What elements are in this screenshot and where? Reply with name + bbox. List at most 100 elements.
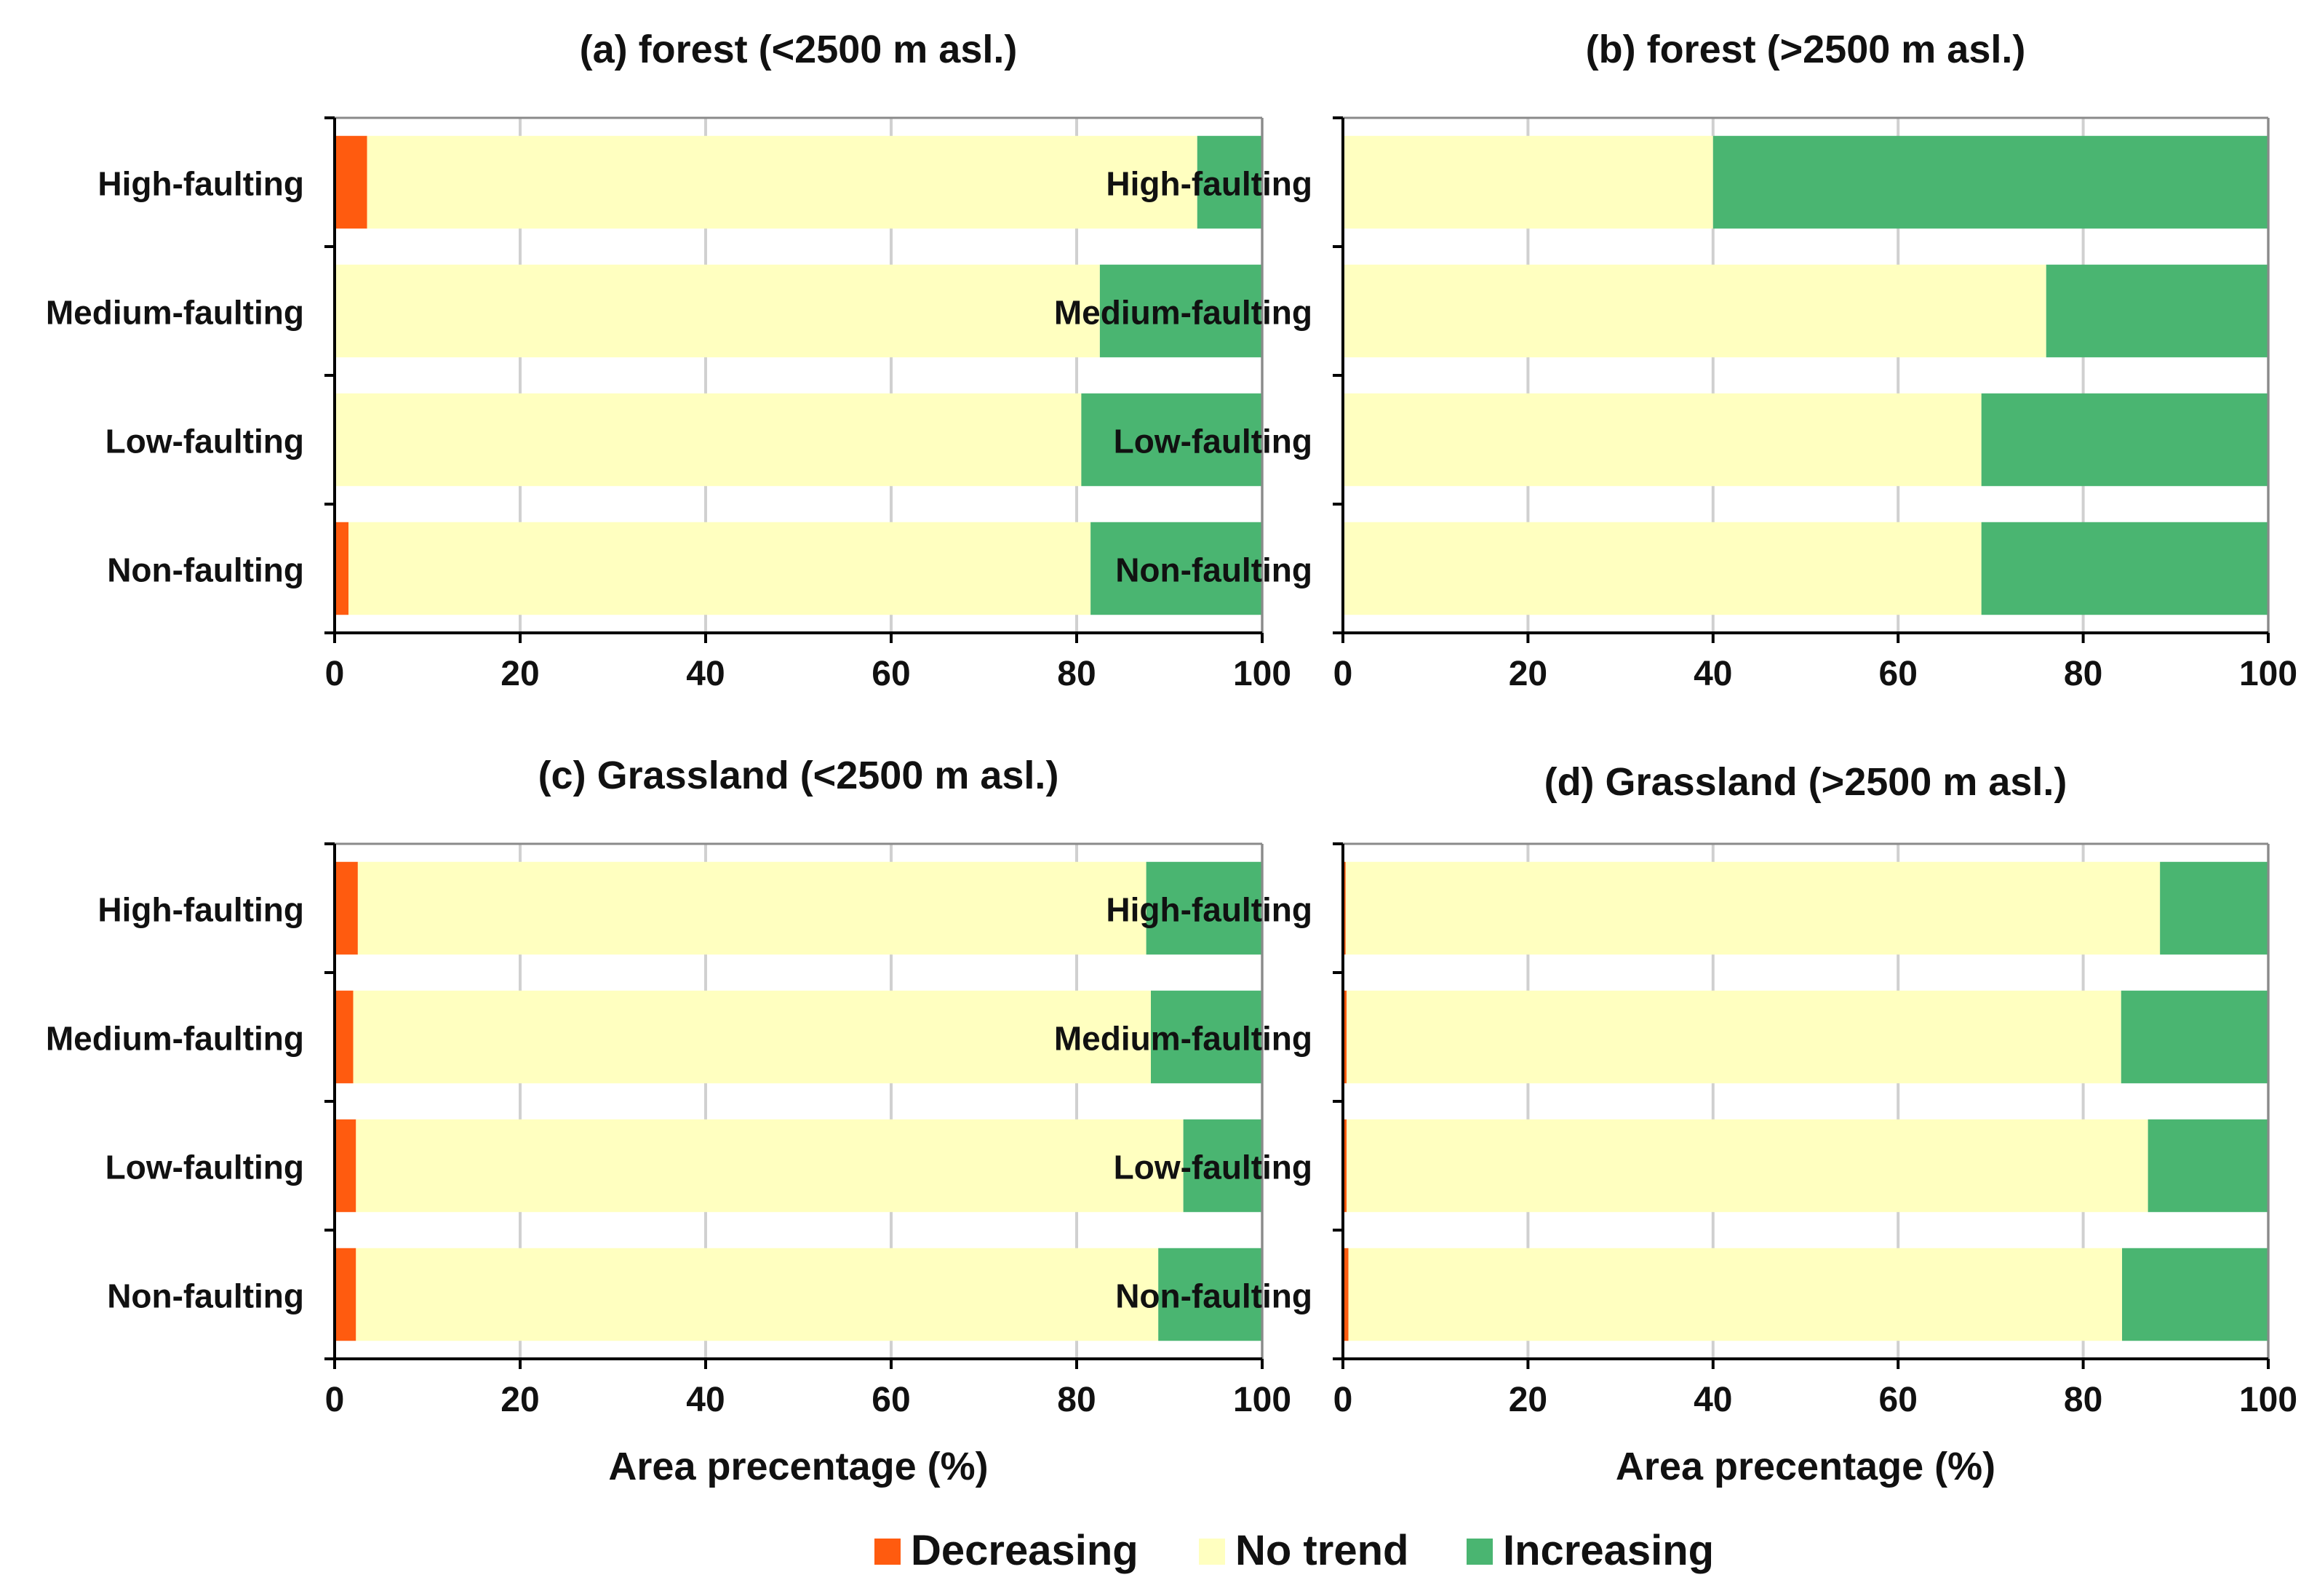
panel-c-bar-non-faulting-increasing (1158, 1248, 1262, 1341)
panel-c-x-tick-label-100: 100 (1233, 1381, 1291, 1419)
panel-b-category-label-medium-faulting: Medium-faulting (1054, 294, 1312, 332)
panel-c-bar-high-faulting-no-trend (357, 861, 1146, 955)
panel-b-bar-non-faulting-no-trend (1343, 522, 1982, 615)
panel-d-category-label-low-faulting: Low-faulting (1114, 1149, 1312, 1186)
panel-d-bar-high-faulting-no-trend (1345, 861, 2161, 955)
panel-c-bar-medium-faulting-increasing (1151, 990, 1262, 1084)
panel-d-bar-low-faulting-increasing (2147, 1119, 2268, 1213)
panels: High-faulting Medium-faulting Low-faulting… (46, 28, 2297, 1488)
panel-c-x-tick-label-60: 60 (872, 1381, 910, 1419)
panel-c-bar-low-faulting-increasing (1183, 1119, 1262, 1213)
legend-swatch-decreasing (874, 1539, 901, 1565)
panel-b-category-label-high-faulting: High-faulting (1106, 165, 1312, 203)
panel-d-bar-medium-faulting-no-trend (1347, 990, 2121, 1084)
panel-d-bar-medium-faulting-increasing (2121, 990, 2268, 1084)
panel-b-category-label-low-faulting: Low-faulting (1114, 423, 1312, 460)
panel-a-x-tick-label-60: 60 (872, 655, 910, 693)
panel-d-category-label-high-faulting: High-faulting (1106, 891, 1312, 929)
panel-a-bar-low-faulting-no-trend (335, 393, 1082, 487)
panel-d-x-tick-label-60: 60 (1879, 1381, 1918, 1419)
panel-b-x-tick-label-0: 0 (1333, 655, 1353, 693)
panel-a-x-tick-label-20: 20 (501, 655, 539, 693)
panel-b-x-tick-label-60: 60 (1879, 655, 1918, 693)
legend-label-decreasing: Decreasing (911, 1527, 1138, 1574)
panel-c-bar-high-faulting-increasing (1146, 861, 1262, 955)
panel-d-title: (d) Grassland (>2500 m asl.) (1544, 760, 2067, 804)
panel-a-bar-high-faulting-no-trend (367, 135, 1197, 229)
panel-b-bar-non-faulting-increasing (1981, 522, 2268, 615)
panel-c-category-label-high-faulting: High-faulting (97, 891, 304, 929)
panel-c-bar-medium-faulting-no-trend (353, 990, 1151, 1084)
panel-a-title: (a) forest (<2500 m asl.) (580, 28, 1018, 71)
panel-a-bar-low-faulting-increasing (1081, 393, 1262, 487)
panel-a: High-faulting Medium-faulting Low-faulting… (46, 28, 1291, 693)
panel-b-x-tick-label-40: 40 (1694, 655, 1732, 693)
panel-d-x-tick-label-40: 40 (1694, 1381, 1732, 1419)
panel-d-bar-high-faulting-increasing (2160, 861, 2268, 955)
panel-a-x-tick-label-40: 40 (686, 655, 725, 693)
legend-swatch-no-trend (1199, 1539, 1225, 1565)
panel-c-x-tick-label-0: 0 (325, 1381, 345, 1419)
panel-c-x-tick-label-20: 20 (501, 1381, 539, 1419)
panel-d-bar-non-faulting-increasing (2122, 1248, 2268, 1341)
panel-a-category-label-high-faulting: High-faulting (97, 165, 304, 203)
panel-a-bar-medium-faulting-increasing (1099, 264, 1262, 358)
panel-d-x-tick-label-100: 100 (2239, 1381, 2297, 1419)
panel-b-bar-low-faulting-increasing (1981, 393, 2268, 487)
panel-b-bar-medium-faulting-increasing (2046, 264, 2268, 358)
panel-a-x-tick-label-0: 0 (325, 655, 345, 693)
panel-b-x-tick-label-100: 100 (2239, 655, 2297, 693)
panel-c-bar-medium-faulting-decreasing (335, 990, 354, 1084)
legend-label-increasing: Increasing (1503, 1527, 1714, 1574)
legend-swatch-increasing (1467, 1539, 1493, 1565)
panel-c-title: (c) Grassland (<2500 m asl.) (538, 754, 1059, 797)
panel-d-x-axis-label: Area precentage (%) (1616, 1445, 1995, 1488)
panel-b-bar-low-faulting-no-trend (1343, 393, 1982, 487)
panel-a-bar-medium-faulting-no-trend (335, 264, 1100, 358)
panel-d-bar-non-faulting-decreasing (1343, 1248, 1349, 1341)
panel-b-title: (b) forest (>2500 m asl.) (1586, 28, 2026, 71)
panel-a-x-tick-label-100: 100 (1233, 655, 1291, 693)
panel-c-bar-low-faulting-decreasing (335, 1119, 356, 1213)
panel-d-x-tick-label-80: 80 (2064, 1381, 2102, 1419)
panel-b-category-label-non-faulting: Non-faulting (1115, 551, 1312, 589)
panel-a-bar-non-faulting-no-trend (348, 522, 1091, 615)
panel-c: High-faulting Medium-faulting Low-faulting… (46, 754, 1291, 1488)
panel-c-category-label-medium-faulting: Medium-faulting (46, 1020, 304, 1058)
panel-c-bar-low-faulting-no-trend (356, 1119, 1184, 1213)
panel-c-bar-non-faulting-decreasing (335, 1248, 356, 1341)
panel-a-bar-non-faulting-decreasing (335, 522, 349, 615)
panel-a-bar-non-faulting-increasing (1090, 522, 1262, 615)
panel-a-category-label-medium-faulting: Medium-faulting (46, 294, 304, 332)
panel-d-category-label-medium-faulting: Medium-faulting (1054, 1020, 1312, 1058)
panel-b-bar-medium-faulting-no-trend (1343, 264, 2046, 358)
panel-c-category-label-non-faulting: Non-faulting (107, 1277, 304, 1315)
panel-d-bar-non-faulting-no-trend (1348, 1248, 2123, 1341)
panel-a-x-tick-label-80: 80 (1057, 655, 1096, 693)
panel-d-bar-low-faulting-decreasing (1343, 1119, 1347, 1213)
legend-label-no-trend: No trend (1235, 1527, 1408, 1574)
panel-b-x-tick-label-20: 20 (1509, 655, 1547, 693)
panel-c-x-axis-label: Area precentage (%) (608, 1445, 988, 1488)
legend: Decreasing No trend Increasing (874, 1527, 1714, 1574)
panel-d: High-faulting Medium-faulting Low-faulting… (1054, 760, 2297, 1488)
panel-c-bar-high-faulting-decreasing (335, 861, 358, 955)
panel-d-x-tick-label-20: 20 (1509, 1381, 1547, 1419)
panel-c-x-tick-label-80: 80 (1057, 1381, 1096, 1419)
panel-d-bar-low-faulting-no-trend (1347, 1119, 2148, 1213)
panel-d-bar-medium-faulting-decreasing (1343, 990, 1347, 1084)
panel-a-category-label-non-faulting: Non-faulting (107, 551, 304, 589)
panel-d-x-tick-label-0: 0 (1333, 1381, 1353, 1419)
panel-a-bar-high-faulting-decreasing (335, 135, 367, 229)
panel-c-category-label-low-faulting: Low-faulting (105, 1149, 304, 1186)
panel-a-bar-high-faulting-increasing (1197, 135, 1262, 229)
panel-b-bar-high-faulting-increasing (1712, 135, 2268, 229)
panel-a-category-label-low-faulting: Low-faulting (105, 423, 304, 460)
panel-b-bar-high-faulting-no-trend (1343, 135, 1713, 229)
panel-b-x-tick-label-80: 80 (2064, 655, 2102, 693)
panel-c-bar-non-faulting-no-trend (356, 1248, 1159, 1341)
panel-d-category-label-non-faulting: Non-faulting (1115, 1277, 1312, 1315)
panel-c-x-tick-label-40: 40 (686, 1381, 725, 1419)
panel-b: High-faulting Medium-faulting Low-faulting… (1054, 28, 2297, 693)
